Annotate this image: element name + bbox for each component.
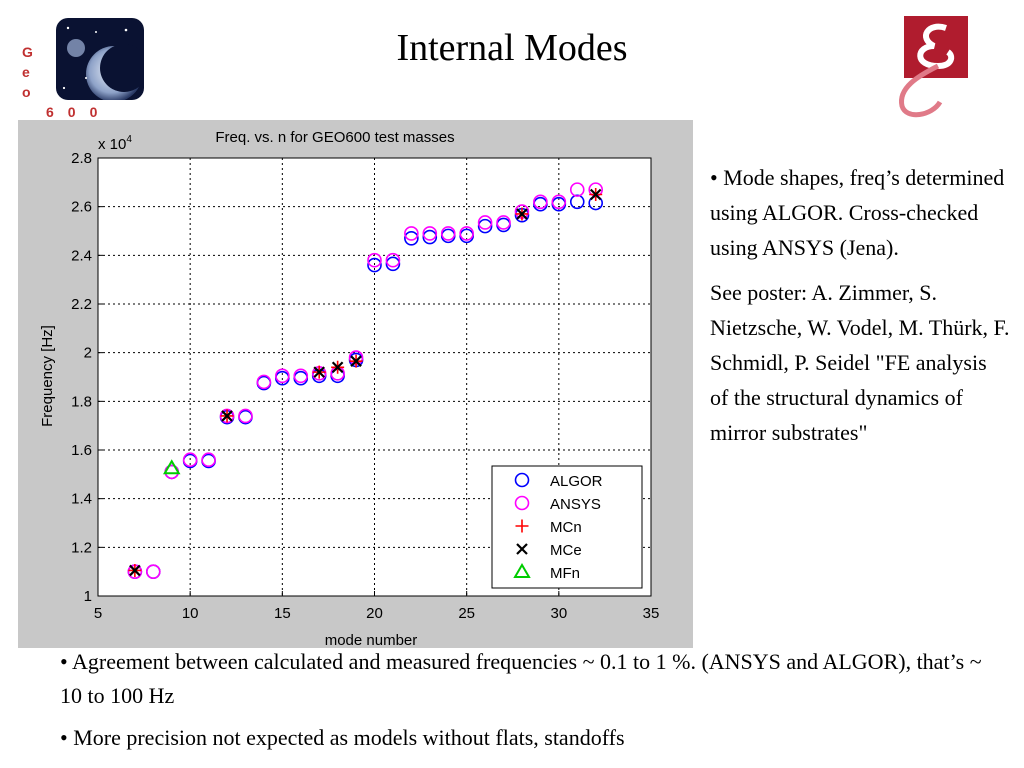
y-tick-label: 2.8 <box>71 150 92 167</box>
legend-label-mcn: MCn <box>550 519 582 536</box>
legend-marker-ansys <box>514 495 530 511</box>
data-point-ansys <box>551 194 567 210</box>
data-point-ansys <box>569 182 585 197</box>
x-tick-label: 10 <box>182 605 199 622</box>
bullet-agreement: • Agreement between calculated and measu… <box>60 649 982 708</box>
y-multiplier: x 104 <box>98 134 132 153</box>
legend-box <box>491 465 643 589</box>
y-tick-label: 2.2 <box>71 296 92 313</box>
data-point-mce <box>589 188 602 201</box>
data-point-mce <box>221 410 233 422</box>
bullet-mode-shapes: • Mode shapes, freq’s determined using A… <box>710 165 1005 260</box>
data-point-ansys <box>201 452 216 468</box>
axis-ticks: 5 10 15 20 25 30 35 1 1.2 1.4 1.6 1.8 2 2.2 2.4 2.6 2.8 <box>71 150 659 622</box>
legend-label-ansys: ANSYS <box>550 496 601 513</box>
legend-label-mce: MCe <box>550 542 582 559</box>
geo-letter-g: G <box>22 44 33 60</box>
y-tick-label: 1.4 <box>71 491 92 508</box>
data-point-mce <box>331 361 344 374</box>
x-tick-label: 15 <box>274 605 291 622</box>
data-point-ansys <box>477 215 493 230</box>
data-point-ansys <box>533 194 548 210</box>
legend-marker-mce <box>516 543 528 555</box>
data-point-algor <box>569 194 585 210</box>
legend-marker-algor <box>514 472 530 488</box>
legend-marker-mcn <box>515 519 529 533</box>
data-points <box>127 182 604 579</box>
x-tick-label: 35 <box>643 605 660 622</box>
data-point-ansys <box>404 226 419 241</box>
data-point-algor <box>477 218 493 234</box>
chart-panel: 5 10 15 20 25 30 35 1 1.2 1.4 1.6 1.8 2 2.2 2.4 2.6 2.8 … <box>18 120 693 649</box>
y-tick-label: 1.2 <box>71 539 92 556</box>
legend-label-mfn: MFn <box>550 565 580 582</box>
data-point-ansys <box>182 452 198 468</box>
legend: ALGOR ANSYS MCn MCe MFn <box>491 465 643 589</box>
data-point-ansys <box>275 368 290 384</box>
legend-label-algor: ALGOR <box>550 473 603 490</box>
data-point-mce <box>350 355 362 367</box>
data-point-ansys <box>496 215 511 230</box>
data-point-ansys <box>146 564 161 579</box>
geo-digits: 600 <box>46 104 112 120</box>
x-tick-label: 25 <box>458 605 475 622</box>
x-tick-label: 30 <box>550 605 567 622</box>
y-tick-label: 2 <box>84 345 92 362</box>
data-point-mce <box>313 366 325 378</box>
data-point-algor <box>385 256 401 272</box>
data-point-ansys <box>256 374 272 390</box>
data-point-ansys <box>440 226 456 241</box>
data-point-algor <box>404 231 419 246</box>
data-point-ansys <box>422 226 438 241</box>
data-point-mfn <box>162 459 181 475</box>
bottom-text-block: • Agreement between calculated and measu… <box>60 645 1000 763</box>
legend-marker-mfn <box>513 563 531 578</box>
chart-title: Freq. vs. n for GEO600 test masses <box>215 129 454 146</box>
geo600-logo: G e o 600 <box>8 8 148 120</box>
data-point-algor <box>367 257 382 273</box>
y-axis-label: Frequency [Hz] <box>39 325 56 427</box>
x-axis-label: mode number <box>325 632 418 648</box>
y-tick-label: 1.6 <box>71 442 92 459</box>
data-point-algor <box>422 229 438 245</box>
data-point-ansys <box>293 368 309 384</box>
y-tick-label: 1.8 <box>71 393 92 410</box>
slide-title: Internal Modes <box>396 27 628 69</box>
data-point-ansys <box>385 252 401 268</box>
bullet-precision: • More precision not expected as models … <box>60 725 625 750</box>
x-tick-label: 20 <box>366 605 383 622</box>
data-point-mce <box>129 564 141 577</box>
data-point-ansys <box>459 226 474 241</box>
y-tick-label: 2.4 <box>71 247 92 264</box>
space-image-icon <box>56 18 144 100</box>
frequency-chart: 5 10 15 20 25 30 3511.21.41.61.822.22.42.62.8 … <box>39 129 659 649</box>
data-point-ansys <box>367 252 382 268</box>
y-tick-label: 1 <box>84 588 92 605</box>
y-tick-label: 2.6 <box>71 199 92 216</box>
right-text-block: • Mode shapes, freq’s determined using A… <box>710 160 1010 460</box>
data-point-ansys <box>238 408 253 424</box>
geo-letter-o: o <box>22 84 31 100</box>
poster-reference: See poster: A. Zimmer, S. Nietzsche, W. … <box>710 280 1010 445</box>
data-point-mce <box>516 208 528 220</box>
institution-logo-icon <box>888 16 984 120</box>
x-tick-label: 5 <box>94 605 102 622</box>
geo-letter-e: e <box>22 64 30 80</box>
